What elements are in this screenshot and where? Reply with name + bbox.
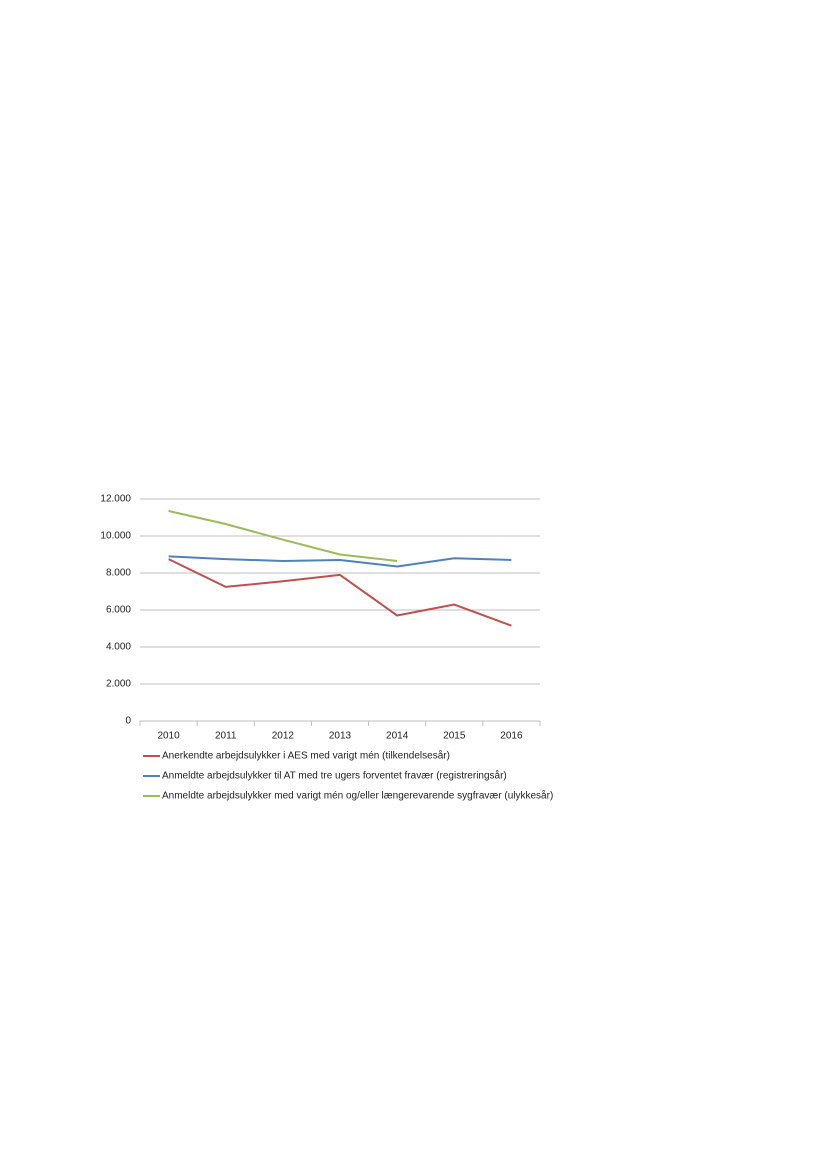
series-line [168,510,398,562]
y-tick-label: 10.000 [100,531,131,542]
x-tick-label: 2015 [443,731,466,742]
x-tick-label: 2016 [500,731,523,742]
y-tick-label: 8.000 [106,568,131,579]
x-tick-label: 2012 [272,731,295,742]
series-line [168,555,512,568]
y-tick-label: 4.000 [106,642,131,653]
x-tick-label: 2014 [386,731,409,742]
y-tick-label: 2.000 [106,679,131,690]
series-line [168,558,512,627]
y-tick-label: 6.000 [106,605,131,616]
x-tick-label: 2010 [157,731,180,742]
legend-label: Anerkendte arbejdsulykker i AES med vari… [162,750,450,762]
legend-label: Anmeldte arbejdsulykker med varigt mén o… [162,790,553,802]
y-tick-label: 0 [125,716,131,727]
legend-label: Anmeldte arbejdsulykker til AT med tre u… [162,770,507,782]
x-tick-label: 2013 [329,731,352,742]
x-tick-label: 2011 [215,731,237,742]
y-tick-label: 12.000 [100,494,131,505]
